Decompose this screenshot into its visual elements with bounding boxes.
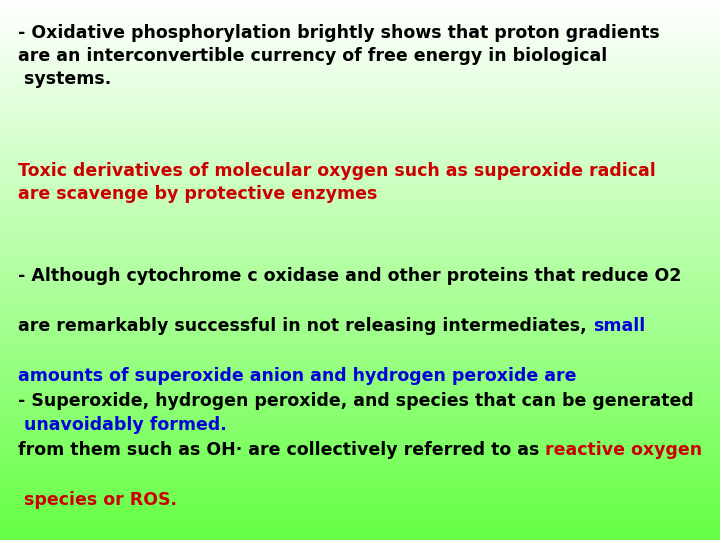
Text: reactive oxygen: reactive oxygen [545,441,703,459]
Text: from them such as OH· are collectively referred to as: from them such as OH· are collectively r… [18,441,545,459]
Text: species or ROS.: species or ROS. [18,491,177,509]
Text: amounts of superoxide anion and hydrogen peroxide are: amounts of superoxide anion and hydrogen… [18,367,577,384]
Text: unavoidably formed.: unavoidably formed. [18,416,227,434]
Text: - Oxidative phosphorylation brightly shows that proton gradients
are an intercon: - Oxidative phosphorylation brightly sho… [18,24,660,88]
Text: small: small [593,317,645,335]
Text: - Although cytochrome c oxidase and other proteins that reduce O2: - Although cytochrome c oxidase and othe… [18,267,681,285]
Text: are remarkably successful in not releasing intermediates,: are remarkably successful in not releasi… [18,317,593,335]
Text: - Superoxide, hydrogen peroxide, and species that can be generated: - Superoxide, hydrogen peroxide, and spe… [18,392,694,409]
Text: Toxic derivatives of molecular oxygen such as superoxide radical
are scavenge by: Toxic derivatives of molecular oxygen su… [18,162,656,203]
